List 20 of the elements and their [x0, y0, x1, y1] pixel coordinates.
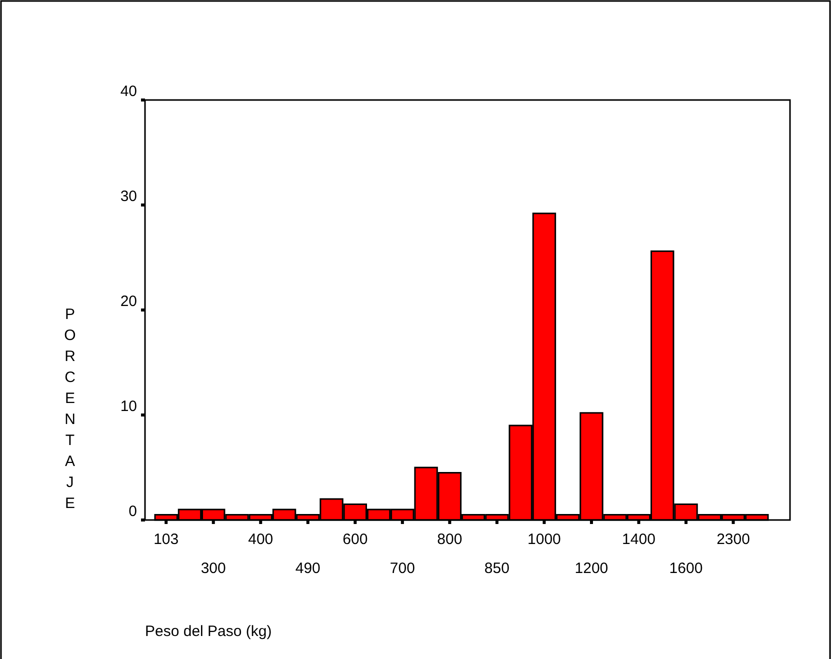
x-tick-label: 2300: [716, 531, 750, 548]
x-tick-label: 850: [484, 560, 510, 577]
y-tick-label: 20: [120, 293, 137, 310]
x-tick-label: 700: [390, 560, 415, 577]
x-tick-label: 1600: [669, 560, 703, 577]
x-tick-label: 800: [437, 531, 462, 548]
y-tick-label: 0: [128, 503, 137, 520]
x-tick-label: 1200: [574, 560, 608, 577]
y-tick-label: 30: [120, 188, 137, 205]
y-tick-label: 10: [120, 398, 137, 415]
x-tick-label: 400: [248, 531, 274, 548]
x-tick-label: 300: [200, 560, 226, 577]
x-tick-label: 1400: [622, 531, 656, 548]
x-tick-label: 1000: [528, 531, 561, 548]
y-tick-label: 40: [120, 83, 137, 100]
x-tick-label: 600: [342, 531, 368, 548]
x-tick-label: 490: [295, 560, 320, 577]
text: PORCENTAJE: [64, 306, 76, 512]
x-tick-label: 103: [154, 531, 179, 548]
x-axis-title: Peso del Paso (kg): [145, 623, 272, 640]
